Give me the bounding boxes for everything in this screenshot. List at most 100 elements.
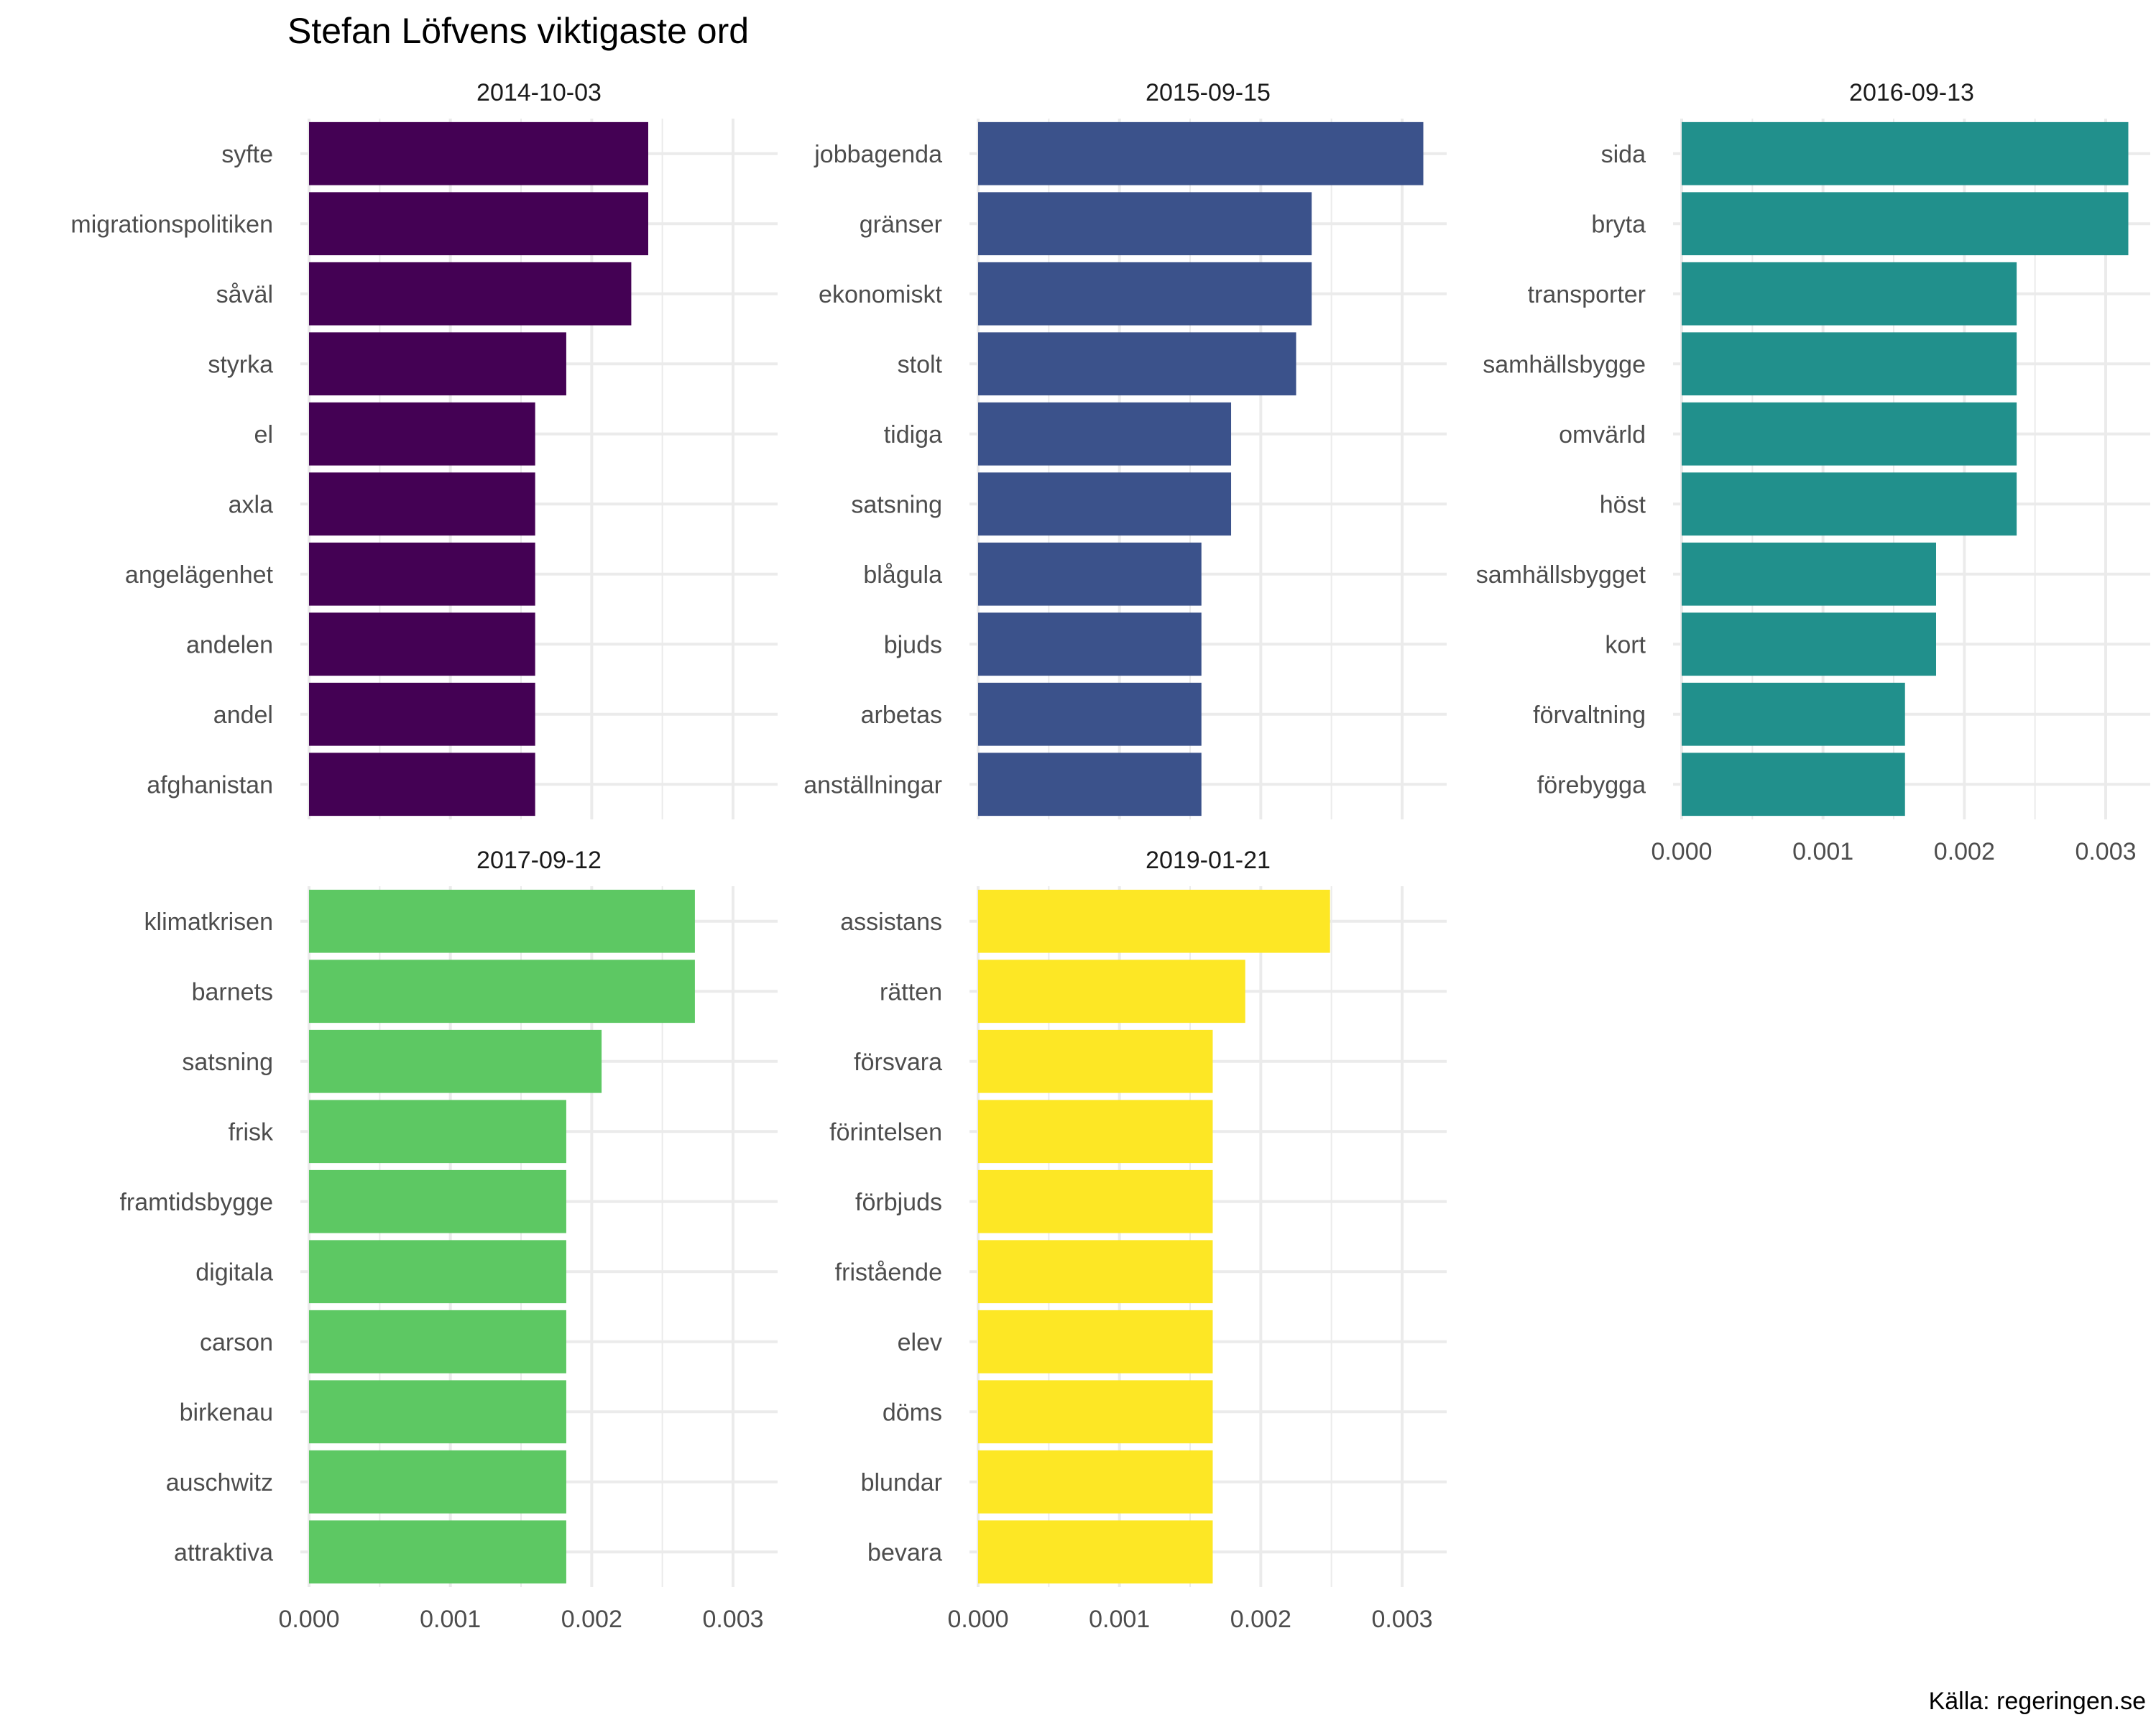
- bar-transporter: [1682, 262, 2017, 326]
- x-tick-label: 0.001: [420, 1606, 481, 1633]
- facet-strip-label: 2017-09-12: [476, 847, 602, 874]
- bar-tidiga: [978, 402, 1232, 466]
- y-tick-label: transporter: [1528, 281, 1646, 308]
- y-tick-label: förebygga: [1537, 771, 1646, 799]
- y-tick-label: samhällsbygget: [1476, 561, 1646, 589]
- bar-döms: [978, 1380, 1213, 1444]
- facet-strip-label: 2015-09-15: [1146, 79, 1271, 106]
- y-tick-label: frisk: [229, 1118, 274, 1146]
- bar-frisk: [309, 1100, 566, 1164]
- y-tick-label: såväl: [216, 281, 273, 308]
- bar-barnets: [309, 960, 695, 1024]
- x-tick-label: 0.000: [278, 1606, 339, 1633]
- bar-blundar: [978, 1450, 1213, 1514]
- y-tick-label: afghanistan: [147, 771, 273, 799]
- y-tick-label: bevara: [867, 1539, 942, 1566]
- bar-ekonomiskt: [978, 262, 1312, 326]
- x-tick-label: 0.001: [1089, 1606, 1150, 1633]
- bar-stolt: [978, 332, 1296, 396]
- bar-rätten: [978, 960, 1245, 1024]
- bar-fristående: [978, 1240, 1213, 1304]
- bar-jobbagenda: [978, 121, 1424, 185]
- bar-höst: [1682, 472, 2017, 536]
- y-tick-label: omvärld: [1559, 421, 1646, 448]
- bar-migrationspolitiken: [309, 192, 648, 256]
- bar-försvara: [978, 1029, 1213, 1093]
- bar-sida: [1682, 121, 2129, 185]
- bar-arbetas: [978, 682, 1202, 746]
- bar-bryta: [1682, 192, 2129, 256]
- y-tick-label: ekonomiskt: [819, 281, 943, 308]
- bar-axla: [309, 472, 535, 536]
- y-tick-label: blundar: [861, 1469, 942, 1496]
- y-tick-label: höst: [1600, 491, 1646, 518]
- bar-såväl: [309, 262, 632, 326]
- bar-framtidsbygge: [309, 1169, 566, 1233]
- y-tick-label: barnets: [192, 978, 273, 1006]
- bar-el: [309, 402, 535, 466]
- x-tick-label: 0.003: [2075, 838, 2136, 865]
- facet-panel-2017-09-12: 2017-09-12 klimatkrisen barnets satsning fri…: [119, 847, 778, 1633]
- bar-gränser: [978, 192, 1312, 256]
- y-tick-label: kort: [1605, 631, 1646, 658]
- bar-omvärld: [1682, 402, 2017, 466]
- y-tick-label: förvaltning: [1533, 702, 1646, 729]
- facet-panel-2016-09-13: 2016-09-13 sida bryta transporter samhällsby…: [1476, 79, 2150, 865]
- y-tick-label: bjuds: [884, 631, 942, 658]
- facet-panel-2014-10-03: 2014-10-03 syfte migrationspolitiken såväl s…: [70, 79, 778, 819]
- y-tick-label: jobbagenda: [814, 141, 942, 168]
- y-tick-label: blågula: [863, 561, 942, 589]
- bar-satsning: [309, 1029, 602, 1093]
- bar-auschwitz: [309, 1450, 566, 1514]
- bar-samhällsbygge: [1682, 332, 2017, 396]
- y-tick-label: migrationspolitiken: [70, 211, 273, 238]
- bar-kort: [1682, 612, 1936, 676]
- bar-syfte: [309, 121, 648, 185]
- y-tick-label: andelen: [186, 631, 273, 658]
- bar-klimatkrisen: [309, 889, 695, 953]
- bar-bevara: [978, 1520, 1213, 1584]
- chart-caption: Källa: regeringen.se: [1929, 1688, 2146, 1715]
- y-tick-label: styrka: [208, 351, 273, 378]
- bar-förbjuds: [978, 1169, 1213, 1233]
- bar-assistans: [978, 889, 1330, 953]
- facet-panels: 2014-10-03 syfte migrationspolitiken såväl s…: [70, 79, 2150, 1633]
- y-tick-label: elev: [898, 1329, 942, 1356]
- chart-title: Stefan Löfvens viktigaste ord: [287, 11, 749, 51]
- bar-attraktiva: [309, 1520, 566, 1584]
- bar-samhällsbygget: [1682, 542, 1936, 606]
- bar-birkenau: [309, 1380, 566, 1444]
- y-tick-label: förintelsen: [829, 1118, 942, 1146]
- facet-strip-label: 2019-01-21: [1146, 847, 1271, 874]
- y-tick-label: attraktiva: [174, 1539, 273, 1566]
- y-tick-label: syfte: [221, 141, 273, 168]
- y-tick-label: auschwitz: [166, 1469, 273, 1496]
- y-tick-label: fristående: [835, 1259, 942, 1286]
- y-tick-label: digitala: [195, 1259, 273, 1286]
- bar-afghanistan: [309, 753, 535, 816]
- y-tick-label: satsning: [851, 491, 942, 518]
- x-tick-label: 0.001: [1792, 838, 1853, 865]
- bar-anställningar: [978, 753, 1202, 816]
- y-tick-label: satsning: [182, 1049, 273, 1076]
- bar-styrka: [309, 332, 566, 396]
- bar-digitala: [309, 1240, 566, 1304]
- bar-förebygga: [1682, 753, 1905, 816]
- y-tick-label: el: [254, 421, 273, 448]
- y-tick-label: bryta: [1591, 211, 1646, 238]
- facet-strip-label: 2014-10-03: [476, 79, 602, 106]
- bar-förintelsen: [978, 1100, 1213, 1164]
- bar-elev: [978, 1310, 1213, 1374]
- y-tick-label: döms: [883, 1399, 942, 1426]
- y-tick-label: angelägenhet: [125, 561, 274, 589]
- y-tick-label: rätten: [880, 978, 942, 1006]
- y-tick-label: carson: [200, 1329, 273, 1356]
- y-tick-label: samhällsbygge: [1483, 351, 1646, 378]
- facet-strip-label: 2016-09-13: [1849, 79, 1974, 106]
- bar-förvaltning: [1682, 682, 1905, 746]
- x-tick-label: 0.002: [1934, 838, 1995, 865]
- y-tick-label: förbjuds: [855, 1189, 942, 1216]
- y-tick-label: sida: [1601, 141, 1646, 168]
- x-tick-label: 0.000: [947, 1606, 1008, 1633]
